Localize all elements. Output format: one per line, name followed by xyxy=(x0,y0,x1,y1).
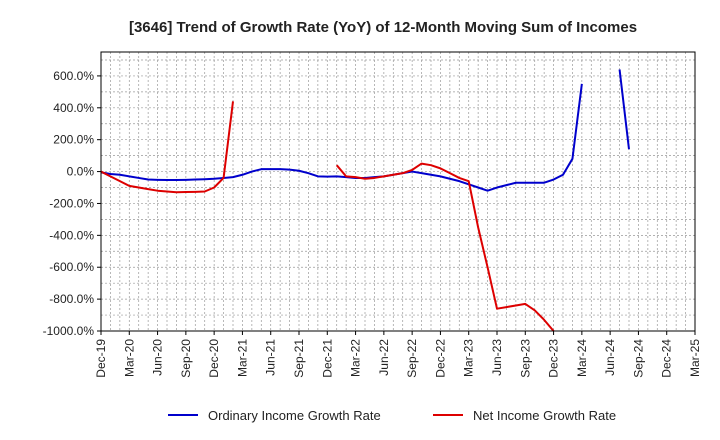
x-tick-label: Dec-20 xyxy=(207,339,221,378)
y-tick-label: -600.0% xyxy=(49,260,94,274)
y-tick-label: 400.0% xyxy=(53,101,94,115)
series-line-2 xyxy=(101,101,555,331)
y-tick-label: 200.0% xyxy=(53,133,94,147)
legend-label: Ordinary Income Growth Rate xyxy=(208,408,381,423)
chart-title: [3646] Trend of Growth Rate (YoY) of 12-… xyxy=(129,19,637,36)
x-tick-label: Sep-21 xyxy=(292,339,306,378)
x-tick-label: Dec-23 xyxy=(547,339,561,378)
x-tick-label: Sep-24 xyxy=(631,339,645,378)
y-tick-label: -400.0% xyxy=(49,228,94,242)
x-tick-label: Mar-23 xyxy=(462,339,476,377)
x-tick-label: Mar-24 xyxy=(575,339,589,377)
x-tick-label: Dec-24 xyxy=(660,339,674,378)
x-tick-label: Sep-22 xyxy=(405,339,419,378)
x-tick-label: Jun-24 xyxy=(603,339,617,376)
x-tick-label: Mar-21 xyxy=(235,339,249,377)
x-tick-label: Jun-23 xyxy=(490,339,504,376)
y-tick-label: -800.0% xyxy=(49,292,94,306)
series-line-1 xyxy=(101,69,630,192)
x-tick-label: Dec-22 xyxy=(433,339,447,378)
x-tick-label: Jun-22 xyxy=(377,339,391,376)
x-tick-label: Dec-21 xyxy=(320,339,334,378)
x-axis-ticks: Dec-19 Mar-20 Jun-20 Sep-20 Dec-20 Mar-21 Jun-… xyxy=(94,331,702,378)
y-tick-label: 600.0% xyxy=(53,69,94,83)
plot-frame xyxy=(100,51,696,332)
legend: Ordinary Income Growth Rate Net Income Gr… xyxy=(168,408,616,423)
x-tick-label: Mar-22 xyxy=(349,339,363,377)
y-tick-label: -1000.0% xyxy=(43,324,95,338)
y-tick-label: 0.0% xyxy=(67,165,95,179)
x-tick-label: Jun-21 xyxy=(264,339,278,376)
x-tick-label: Sep-20 xyxy=(179,339,193,378)
y-axis-ticks: 600.0% 400.0% 200.0% 0.0% -200.0% -400.0% -600… xyxy=(43,69,101,338)
x-tick-label: Sep-23 xyxy=(518,339,532,378)
x-tick-label: Mar-20 xyxy=(122,339,136,377)
grid-lines xyxy=(101,52,695,331)
x-tick-label: Mar-25 xyxy=(688,339,702,377)
x-tick-label: Jun-20 xyxy=(151,339,165,376)
series-lines xyxy=(101,69,630,331)
x-tick-label: Dec-19 xyxy=(94,339,108,378)
legend-label: Net Income Growth Rate xyxy=(473,408,616,423)
y-tick-label: -200.0% xyxy=(49,196,94,210)
